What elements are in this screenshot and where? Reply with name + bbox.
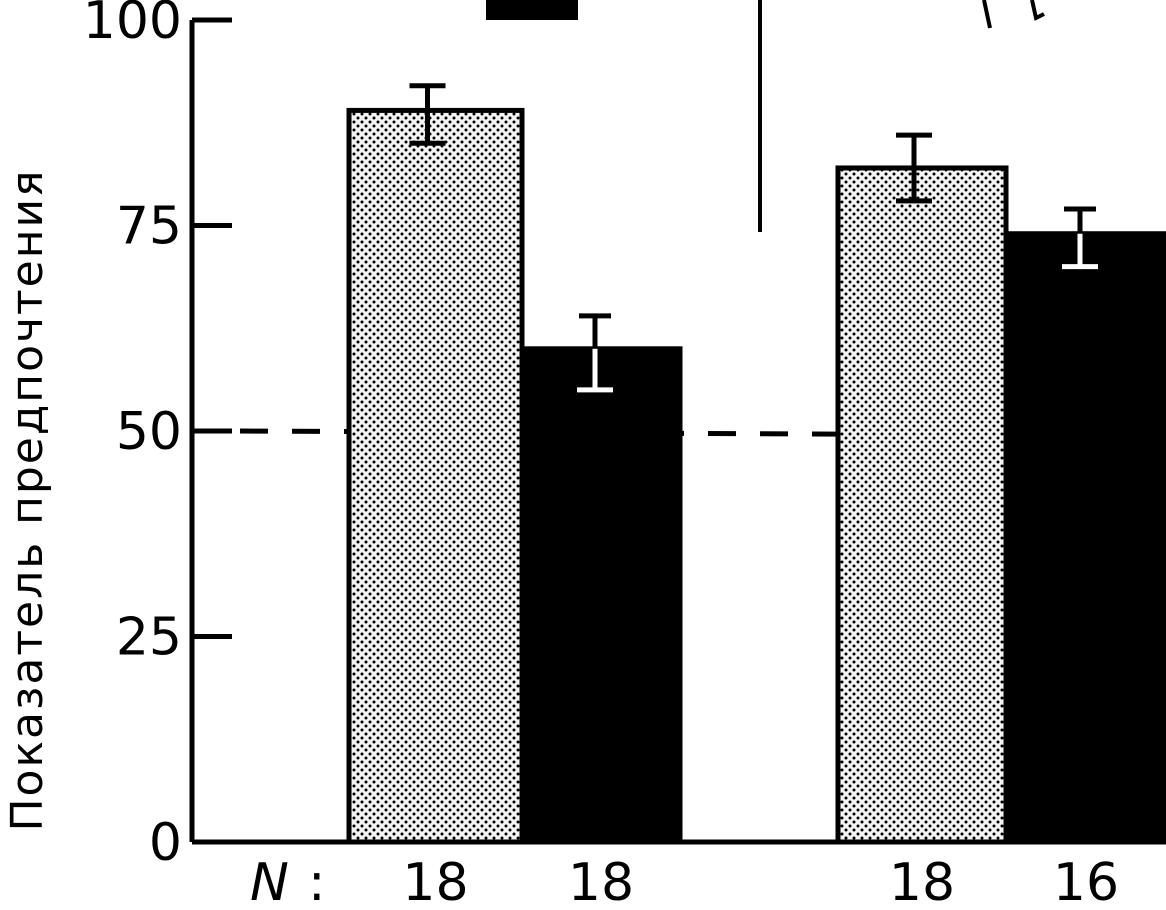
y-tick-label: 50	[116, 402, 182, 462]
cropped-upper-panel-fragments	[486, 0, 1045, 232]
bars-group	[346, 107, 1166, 845]
error-bar-1	[409, 83, 446, 146]
n-label-1: 18	[402, 853, 468, 910]
y-tick-label: 75	[116, 197, 182, 257]
error-bar-2	[577, 313, 613, 393]
bar-dotted-3	[835, 165, 1009, 845]
y-tick-label: 100	[83, 0, 182, 51]
y-tick-label: 25	[116, 608, 182, 668]
bar-black-2	[519, 346, 683, 845]
n-labels-group: N : 18 18 18 16	[250, 853, 1119, 910]
error-bars-group	[409, 83, 1098, 393]
bar-black-4	[1003, 231, 1166, 845]
error-bar-4	[1062, 206, 1098, 270]
n-label-3: 18	[889, 853, 955, 910]
bar-dotted-1	[346, 107, 525, 845]
n-prefix-label: N	[250, 853, 289, 910]
n-prefix-colon: :	[308, 853, 326, 910]
y-axis-label: Показатель предпочтения	[2, 168, 53, 831]
n-label-2: 18	[568, 853, 634, 910]
y-tick-label: 0	[149, 813, 182, 873]
n-label-4: 16	[1053, 853, 1119, 910]
error-bar-3	[896, 132, 932, 204]
